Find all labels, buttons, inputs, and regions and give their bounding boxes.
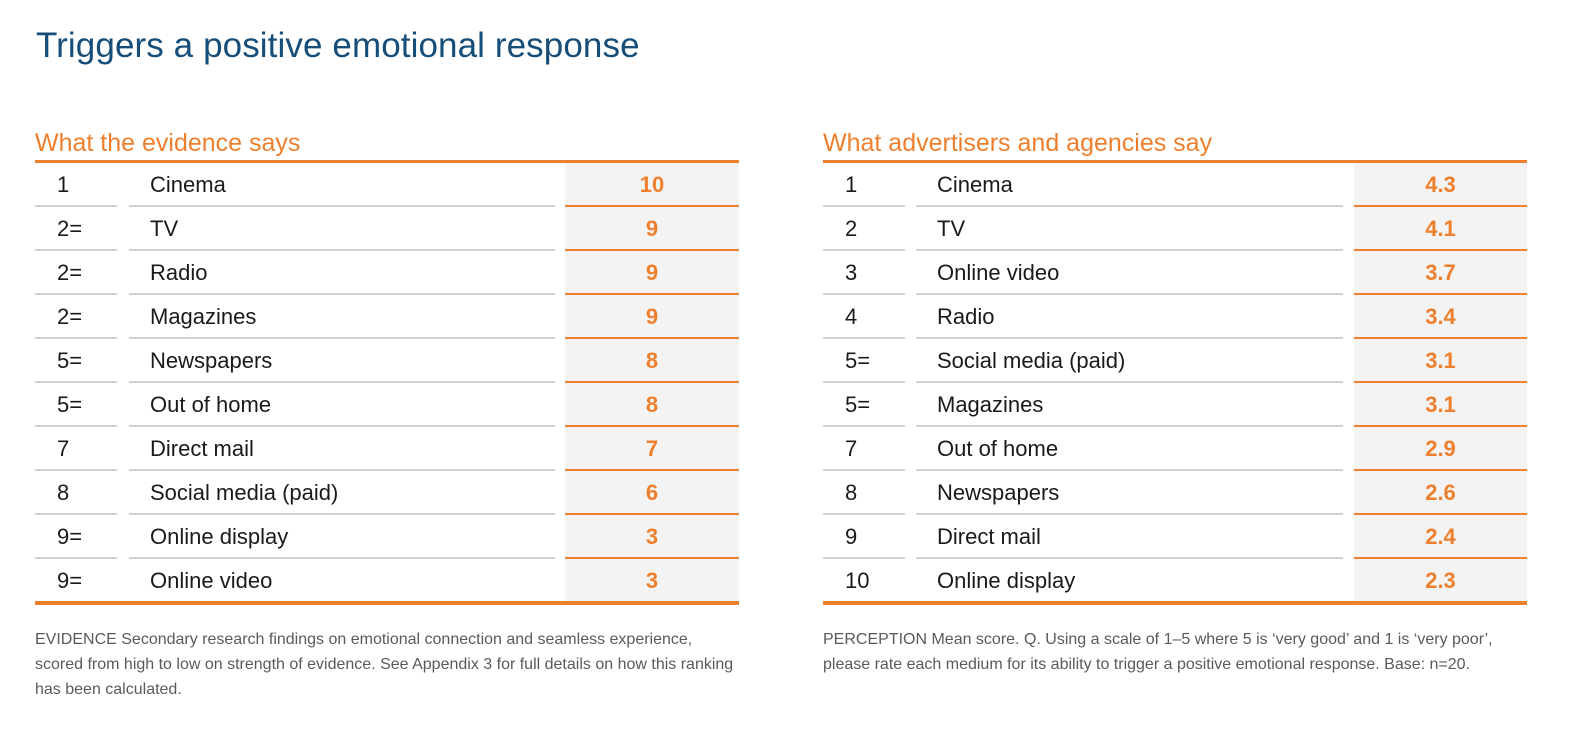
table-row: 2 TV 4.1 (823, 207, 1527, 251)
perception-footnote-text: Mean score. Q. Using a scale of 1–5 wher… (823, 631, 1493, 673)
evidence-heading: What the evidence says (35, 129, 301, 157)
medium-cell: Online display (937, 568, 1076, 593)
evidence-footnote: EVIDENCE Secondary research findings on … (35, 627, 739, 702)
medium-cell: Out of home (916, 427, 1343, 471)
table-row: 1 Cinema 4.3 (823, 163, 1527, 207)
medium-cell: Cinema (916, 163, 1343, 207)
medium-cell: Online video (150, 568, 273, 593)
medium-cell: Online video (916, 251, 1343, 295)
medium-cell: Radio (129, 251, 555, 295)
evidence-score-column-band (565, 163, 739, 603)
medium-cell: TV (129, 207, 555, 251)
medium-cell: Out of home (129, 383, 555, 427)
rank-cell: 5= (823, 383, 905, 427)
table-row: 9= Online video 3 (35, 559, 739, 603)
table-row: 1 Cinema 10 (35, 163, 739, 207)
medium-cell: Social media (paid) (129, 471, 555, 515)
rank-cell: 1 (823, 163, 905, 207)
perception-heading: What advertisers and agencies say (823, 129, 1213, 157)
score-cell: 3.7 (1354, 251, 1527, 295)
rank-cell: 8 (823, 471, 905, 515)
table-row: 8 Newspapers 2.6 (823, 471, 1527, 515)
medium-cell: Newspapers (916, 471, 1343, 515)
table-row: 5= Out of home 8 (35, 383, 739, 427)
score-cell: 3.4 (1354, 295, 1527, 339)
perception-score-column-band (1354, 163, 1527, 603)
rank-cell: 5= (823, 339, 905, 383)
table-row: 10 Online display 2.3 (823, 559, 1527, 603)
score-cell: 2.4 (1354, 515, 1527, 559)
rank-cell: 7 (823, 427, 905, 471)
page-title: Triggers a positive emotional response (36, 26, 640, 65)
rank-cell: 5= (35, 339, 117, 383)
table-row: 5= Newspapers 8 (35, 339, 739, 383)
rank-cell: 1 (35, 163, 117, 207)
rank-cell: 2 (823, 207, 905, 251)
score-cell: 9 (565, 295, 739, 339)
score-cell: 10 (565, 163, 739, 207)
rank-cell: 9 (823, 515, 905, 559)
medium-cell: Direct mail (129, 427, 555, 471)
score-cell: 3.1 (1354, 339, 1527, 383)
evidence-panel: What the evidence says 1 Cinema 10 2= TV 9 2= R… (35, 126, 739, 702)
score-cell: 2.9 (1354, 427, 1527, 471)
rank-cell: 3 (823, 251, 905, 295)
score-cell: 8 (565, 383, 739, 427)
medium-cell: Direct mail (916, 515, 1343, 559)
perception-footnote-keyword: PERCEPTION (823, 631, 928, 648)
score-cell: 9 (565, 251, 739, 295)
perception-panel: What advertisers and agencies say 1 Cinem… (823, 126, 1527, 677)
evidence-table-bottom-rule (35, 601, 739, 605)
score-cell: 2.3 (1425, 568, 1456, 593)
rank-cell: 4 (823, 295, 905, 339)
perception-heading-rule (823, 160, 1527, 163)
rank-cell: 2= (35, 295, 117, 339)
table-row: 5= Magazines 3.1 (823, 383, 1527, 427)
evidence-ranking-table: 1 Cinema 10 2= TV 9 2= Radio 9 2= Magazines 9 5= News… (35, 163, 739, 603)
medium-cell: Radio (916, 295, 1343, 339)
score-cell: 3 (645, 568, 659, 593)
rank-cell: 8 (35, 471, 117, 515)
medium-cell: Newspapers (129, 339, 555, 383)
score-cell: 3.1 (1354, 383, 1527, 427)
medium-cell: TV (916, 207, 1343, 251)
medium-cell: Online display (129, 515, 555, 559)
score-cell: 8 (565, 339, 739, 383)
rank-cell: 10 (845, 568, 870, 593)
perception-ranking-table: 1 Cinema 4.3 2 TV 4.1 3 Online video 3.7 4 Radio 3.… (823, 163, 1527, 603)
table-row: 8 Social media (paid) 6 (35, 471, 739, 515)
score-cell: 3 (565, 515, 739, 559)
table-row: 7 Out of home 2.9 (823, 427, 1527, 471)
score-cell: 4.3 (1354, 163, 1527, 207)
table-row: 5= Social media (paid) 3.1 (823, 339, 1527, 383)
evidence-footnote-keyword: EVIDENCE (35, 631, 117, 648)
rank-cell: 9= (57, 568, 83, 593)
rank-cell: 9= (35, 515, 117, 559)
perception-table-bottom-rule (823, 601, 1527, 605)
score-cell: 7 (565, 427, 739, 471)
table-row: 9= Online display 3 (35, 515, 739, 559)
score-cell: 2.6 (1354, 471, 1527, 515)
rank-cell: 2= (35, 207, 117, 251)
evidence-heading-rule (35, 160, 739, 163)
rank-cell: 7 (35, 427, 117, 471)
table-row: 2= Radio 9 (35, 251, 739, 295)
score-cell: 6 (565, 471, 739, 515)
perception-footnote: PERCEPTION Mean score. Q. Using a scale … (823, 627, 1527, 677)
table-row: 3 Online video 3.7 (823, 251, 1527, 295)
rank-cell: 2= (35, 251, 117, 295)
rank-cell: 5= (35, 383, 117, 427)
score-cell: 9 (565, 207, 739, 251)
table-row: 4 Radio 3.4 (823, 295, 1527, 339)
medium-cell: Social media (paid) (916, 339, 1343, 383)
medium-cell: Magazines (916, 383, 1343, 427)
score-cell: 4.1 (1354, 207, 1527, 251)
table-row: 9 Direct mail 2.4 (823, 515, 1527, 559)
medium-cell: Cinema (129, 163, 555, 207)
table-row: 2= Magazines 9 (35, 295, 739, 339)
table-row: 7 Direct mail 7 (35, 427, 739, 471)
table-row: 2= TV 9 (35, 207, 739, 251)
medium-cell: Magazines (129, 295, 555, 339)
evidence-footnote-text: Secondary research findings on emotional… (35, 631, 734, 698)
